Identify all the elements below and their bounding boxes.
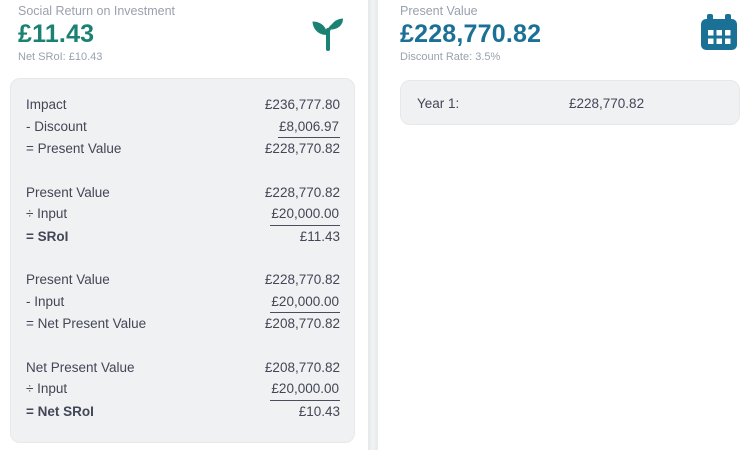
calc-row: = Present Value £228,770.82: [26, 138, 340, 160]
calc-row: = Net Present Value £208,770.82: [26, 313, 340, 335]
sroi-value: £11.43: [18, 20, 95, 48]
calc-row-label: = Net Present Value: [26, 316, 147, 331]
calc-group: Present Value £228,770.82 - Input £20,000.0…: [26, 269, 340, 335]
sroi-panel-header: Social Return on Investment £11.43 Net S…: [0, 0, 368, 64]
calc-group: Present Value £228,770.82 ÷ Input £20,000.0…: [26, 182, 340, 248]
calc-row-label: - Discount: [26, 118, 87, 134]
year-label: Year 1:: [417, 96, 460, 111]
calc-row-value: £20,000.00: [270, 203, 340, 226]
calc-row: Present Value £228,770.82: [26, 269, 340, 291]
calc-row-value: £228,770.82: [264, 272, 340, 287]
calc-group: Impact £236,777.80- Discount £8,006.97 = Pr…: [26, 94, 340, 160]
calc-row-label: ÷ Input: [26, 381, 68, 396]
calendar-icon: [699, 12, 739, 59]
sprout-icon: [309, 15, 347, 57]
calc-row-value: £10.43: [298, 403, 340, 419]
calc-row: - Input £20,000.00: [26, 291, 340, 313]
present-value-panel: Present Value £228,770.82 Discount Rate:…: [380, 0, 750, 125]
calc-row: Present Value £228,770.82: [26, 182, 340, 204]
calc-row-label: Net Present Value: [26, 359, 135, 375]
calc-row: - Discount £8,006.97: [26, 116, 340, 138]
calc-row-value: £228,770.82: [264, 141, 340, 156]
calc-row-value: £208,770.82: [264, 316, 340, 331]
calc-row-label: Present Value: [26, 184, 110, 200]
calc-row-label: ÷ Input: [26, 206, 68, 221]
calc-row-value: £236,777.80: [264, 97, 340, 112]
calc-row-value: £20,000.00: [270, 291, 340, 313]
calc-row: ÷ Input £20,000.00: [26, 378, 340, 401]
panel-divider: [368, 0, 378, 450]
calc-row-value: £11.43: [299, 228, 340, 244]
calc-row-label: - Input: [26, 293, 65, 309]
calc-row: = SRoI £11.43: [26, 226, 340, 248]
calc-row-label: = Present Value: [26, 141, 122, 156]
present-value-value: £228,770.82: [400, 20, 542, 48]
discount-rate-subtitle: Discount Rate: 3.5%: [400, 51, 501, 63]
calc-row-value: £228,770.82: [264, 184, 340, 200]
calc-row-label: Present Value: [26, 272, 110, 287]
present-value-panel-header: Present Value £228,770.82 Discount Rate:…: [380, 0, 750, 64]
calc-row: ÷ Input £20,000.00: [26, 203, 340, 226]
year-value: £228,770.82: [569, 96, 645, 111]
calc-row: Net Present Value £208,770.82: [26, 357, 340, 379]
calc-row-value: £8,006.97: [277, 116, 340, 138]
calc-group: Net Present Value £208,770.82 ÷ Input £20,0…: [26, 357, 340, 423]
year-row: Year 1: £228,770.82: [401, 81, 739, 126]
calc-row: Impact £236,777.80: [26, 94, 340, 116]
calc-row-label: = Net SRoI: [26, 403, 94, 419]
sroi-panel-title: Social Return on Investment: [18, 4, 176, 18]
calc-row-value: £208,770.82: [264, 359, 340, 375]
present-value-years-card: Year 1: £228,770.82: [400, 80, 740, 125]
calc-row-label: = SRoI: [26, 228, 69, 244]
calc-row: = Net SRoI £10.43: [26, 401, 340, 423]
net-sroi-subtitle: Net SRoI: £10.43: [18, 51, 103, 63]
calc-row-value: £20,000.00: [270, 378, 340, 401]
sroi-calculation-card: Impact £236,777.80- Discount £8,006.97 = Pr…: [10, 78, 355, 443]
sroi-panel: Social Return on Investment £11.43 Net S…: [0, 0, 368, 443]
present-value-panel-title: Present Value: [400, 4, 478, 18]
calc-row-label: Impact: [26, 97, 67, 112]
